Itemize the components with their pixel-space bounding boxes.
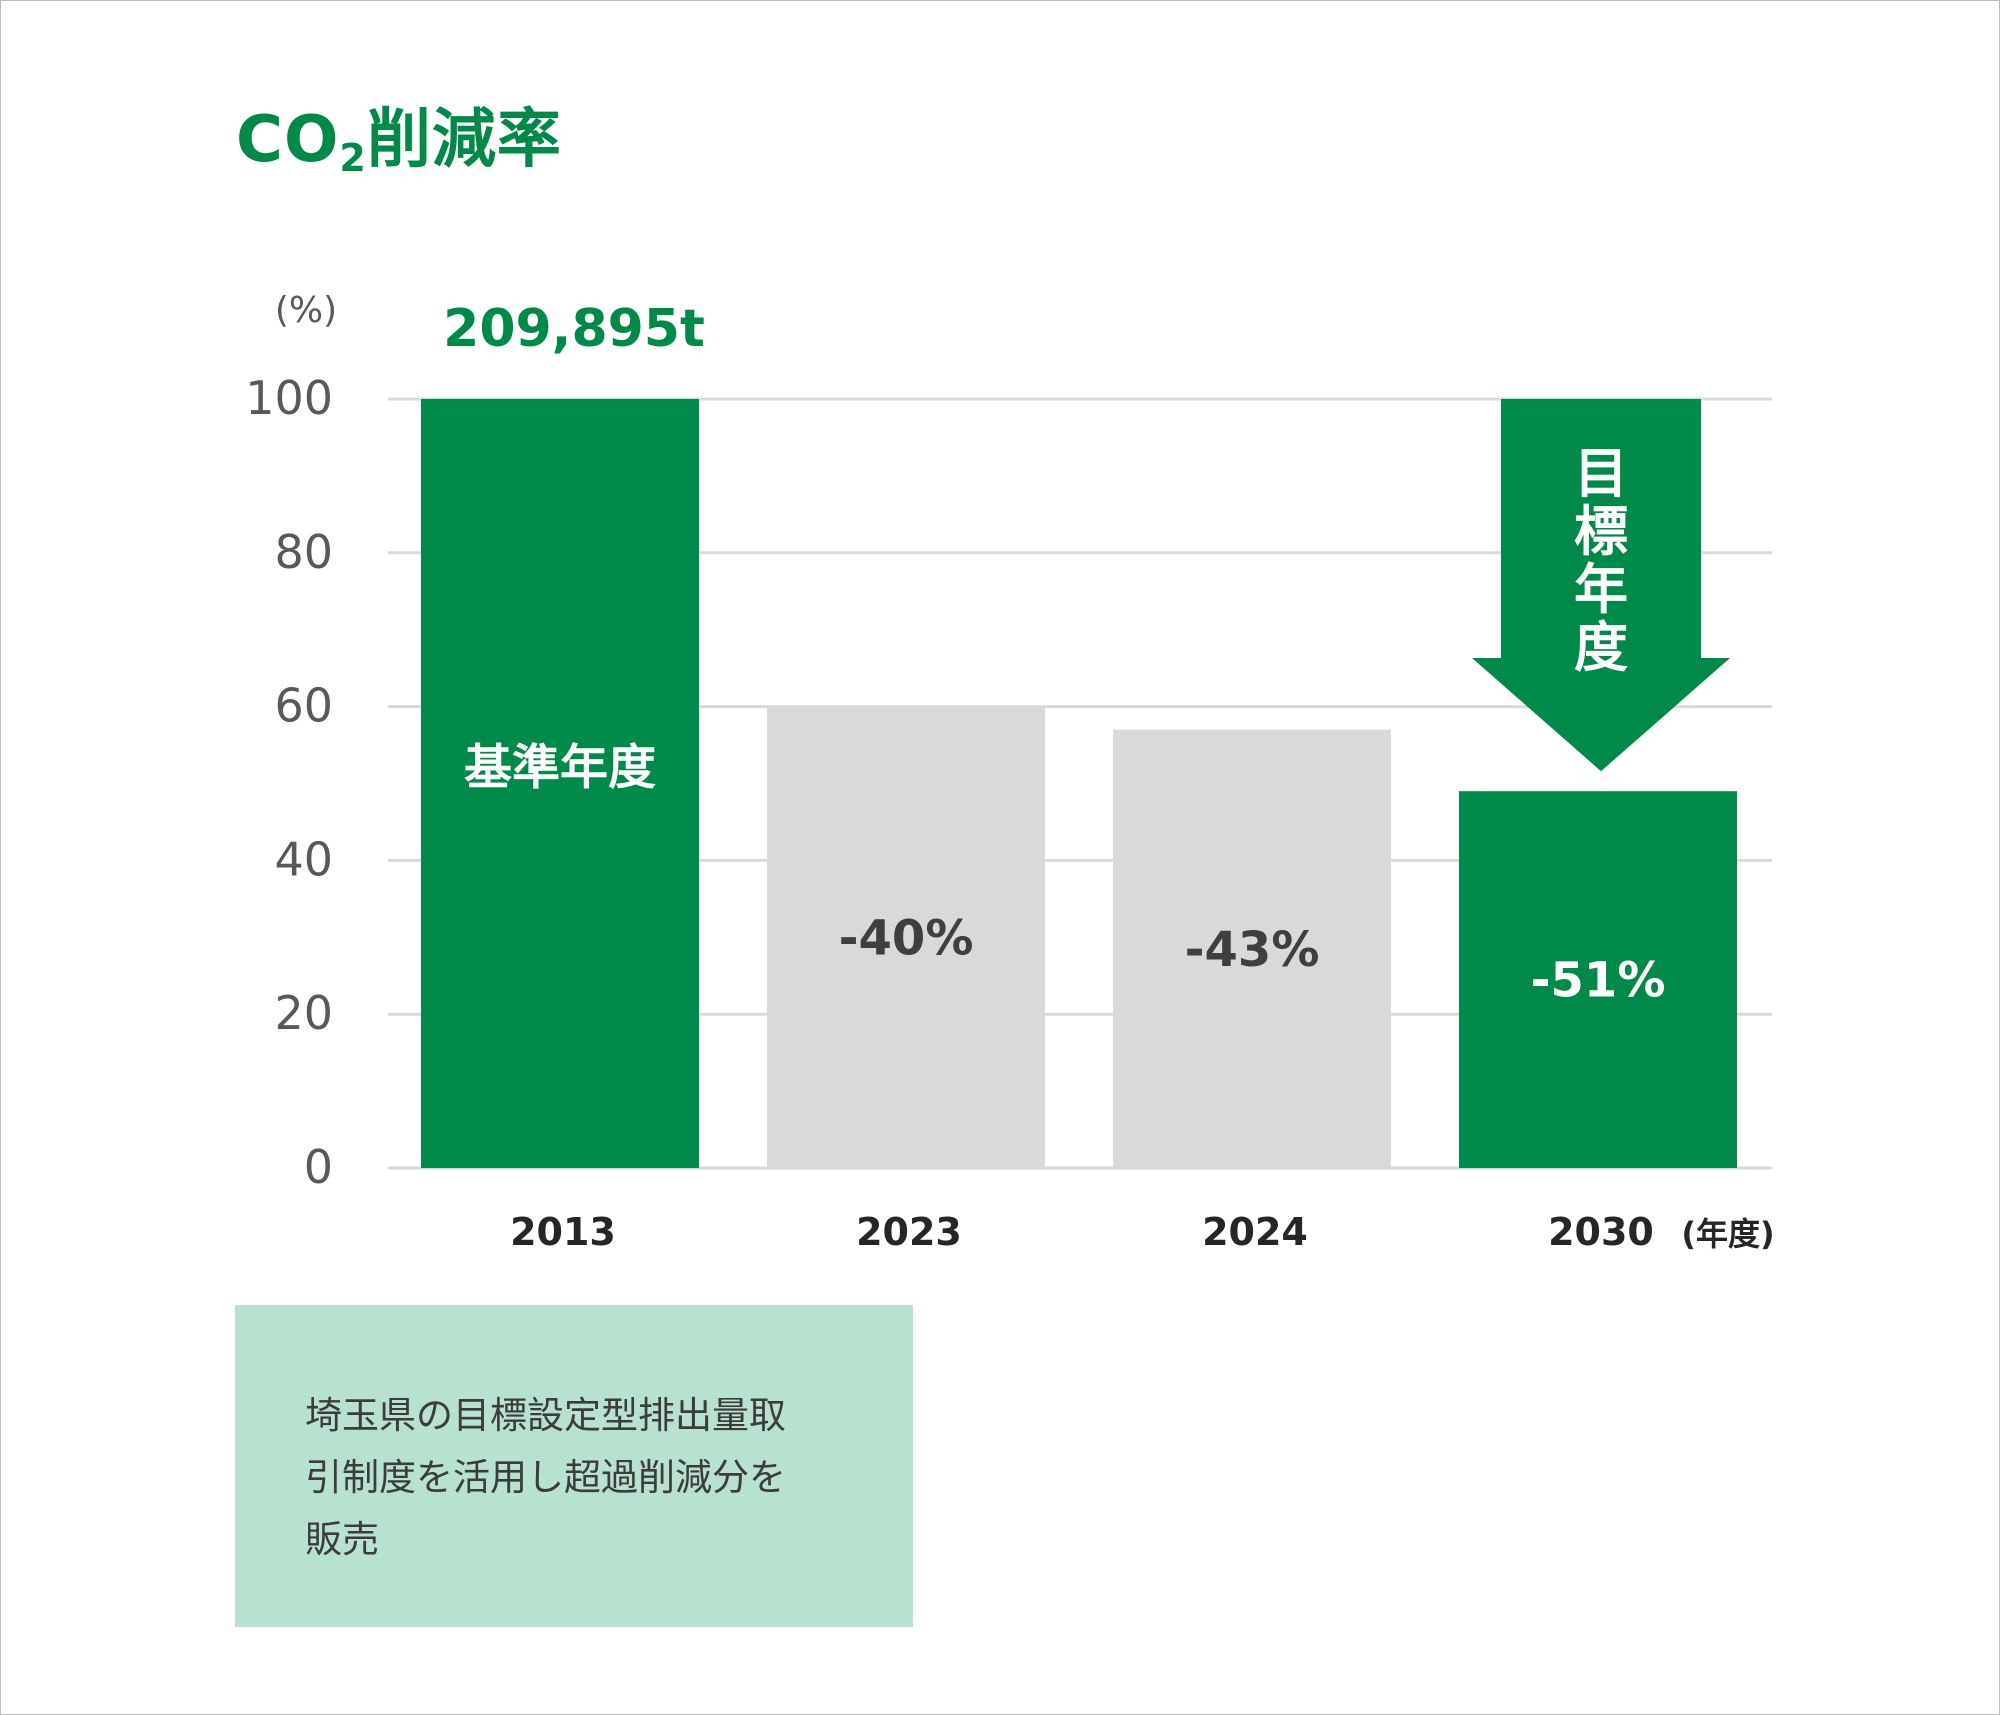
note-box: 埼玉県の目標設定型排出量取 引制度を活用し超過削減分を 販売 xyxy=(235,1305,913,1627)
bar xyxy=(767,706,1045,1168)
y-axis-label: (%) xyxy=(275,290,337,331)
note-line: 引制度を活用し超過削減分を xyxy=(305,1456,786,1499)
bar-chart: 0 20 40 60 80 100 (%) 基準年度 2013 209,895t -40% 2023 -… xyxy=(245,290,1774,1254)
bar-label: -40% xyxy=(839,910,974,966)
note-line: 販売 xyxy=(305,1518,379,1561)
y-tick-label: 60 xyxy=(274,679,333,733)
y-tick-label: 40 xyxy=(274,832,333,886)
x-tick-label: 2030 xyxy=(1548,1210,1654,1254)
y-tick-label: 20 xyxy=(274,986,333,1040)
x-tick-label: 2013 xyxy=(510,1210,616,1254)
target-year-label: 目標年度 xyxy=(1574,442,1628,679)
bar xyxy=(1113,729,1391,1168)
chart-title: CO2削減率 xyxy=(236,103,562,180)
x-tick-label: 2024 xyxy=(1202,1210,1308,1254)
baseline-value-annotation: 209,895t xyxy=(443,299,705,359)
note-line: 埼玉県の目標設定型排出量取 xyxy=(305,1394,786,1437)
x-tick-label: 2023 xyxy=(856,1210,962,1254)
y-tick-label: 80 xyxy=(274,525,333,579)
y-tick-label: 0 xyxy=(304,1140,333,1194)
bar-label: 基準年度 xyxy=(464,740,656,796)
bar-label: -51% xyxy=(1531,953,1666,1009)
bar xyxy=(421,399,699,1168)
bar xyxy=(1459,791,1737,1168)
target-arrow-icon xyxy=(1472,399,1730,772)
y-tick-label: 100 xyxy=(245,371,333,425)
bar-label: -43% xyxy=(1185,922,1320,978)
x-axis-label: (年度) xyxy=(1681,1215,1774,1253)
